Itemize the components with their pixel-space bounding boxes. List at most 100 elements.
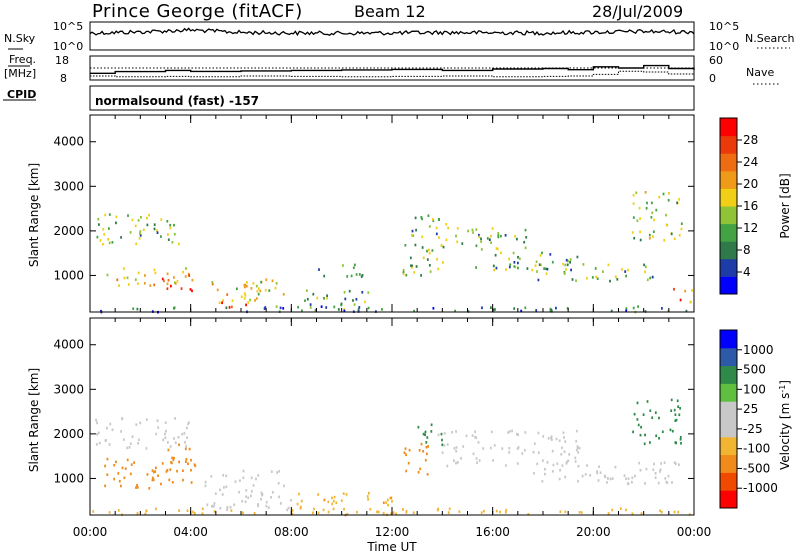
- range-cell: [418, 449, 421, 452]
- range-cell: [173, 306, 176, 309]
- range-cell: [584, 473, 587, 476]
- range-cell: [254, 299, 256, 302]
- colorbar-tick-label: 16: [743, 199, 758, 213]
- range-cell: [625, 307, 628, 310]
- range-cell: [577, 451, 580, 454]
- range-cell: [674, 413, 677, 416]
- range-cell: [173, 276, 175, 279]
- range-cell: [240, 295, 243, 299]
- range-cell: [279, 306, 282, 310]
- range-cell: [390, 512, 393, 515]
- range-cell: [570, 268, 572, 272]
- range-cell: [447, 511, 450, 514]
- range-cell: [138, 237, 141, 240]
- range-cell: [174, 417, 176, 420]
- range-cell: [142, 228, 145, 232]
- range-cell: [151, 476, 154, 480]
- range-cell: [204, 480, 207, 484]
- range-cell: [239, 479, 241, 482]
- range-cell: [176, 280, 179, 283]
- range-cell: [244, 285, 246, 289]
- range-cell: [432, 218, 434, 221]
- range-cell: [127, 214, 129, 217]
- range-cell: [456, 240, 459, 244]
- range-cell: [425, 441, 428, 444]
- range-cell: [135, 242, 138, 246]
- range-cell: [242, 511, 244, 515]
- range-cell: [651, 275, 654, 279]
- range-cell: [191, 278, 194, 282]
- power-y-axis: 1000 2000 3000 4000: [53, 135, 694, 282]
- range-cell: [456, 461, 459, 464]
- colorbar-tick-label: 4: [743, 265, 751, 279]
- range-cell: [625, 309, 628, 313]
- range-cell: [417, 425, 420, 429]
- range-cell: [542, 435, 545, 438]
- range-cell: [260, 497, 262, 501]
- range-cell: [489, 446, 492, 450]
- range-cell: [151, 469, 154, 472]
- range-cell: [508, 451, 511, 454]
- range-cell: [523, 240, 526, 244]
- range-cell: [358, 306, 361, 309]
- range-cell: [650, 201, 653, 205]
- range-cell: [413, 309, 415, 313]
- range-cell: [492, 459, 494, 462]
- range-cell: [458, 510, 461, 513]
- range-cell: [492, 264, 495, 268]
- range-cell: [231, 305, 233, 309]
- range-cell: [451, 431, 453, 434]
- nsky-label: N.Sky: [4, 32, 36, 45]
- range-cell: [98, 223, 100, 226]
- range-cell: [145, 418, 148, 421]
- range-cell: [511, 429, 513, 433]
- range-cell: [493, 268, 495, 272]
- range-cell: [242, 476, 245, 480]
- range-cell: [480, 240, 482, 243]
- range-cell: [131, 435, 134, 438]
- range-cell: [204, 484, 207, 488]
- range-cell: [455, 446, 458, 449]
- range-cell: [245, 489, 248, 492]
- range-cell: [547, 437, 550, 440]
- colorbar-segment: [720, 347, 737, 367]
- range-cell: [106, 457, 109, 461]
- range-cell: [441, 451, 444, 454]
- range-cell: [287, 506, 290, 510]
- range-cell: [496, 247, 499, 251]
- range-cell: [494, 253, 497, 257]
- velocity-y-axis: 1000 2000 3000 4000: [53, 338, 694, 485]
- cpid-panel: normalsound (fast) -157: [89, 85, 695, 111]
- range-cell: [642, 413, 645, 416]
- range-cell: [163, 279, 165, 283]
- range-cell: [178, 242, 180, 246]
- range-cell: [250, 476, 253, 480]
- range-cell: [350, 274, 353, 278]
- range-cell: [152, 470, 155, 474]
- range-cell: [661, 307, 663, 310]
- range-cell: [126, 276, 129, 280]
- range-cell: [332, 499, 335, 503]
- range-cell: [435, 232, 438, 236]
- range-cell: [95, 418, 97, 422]
- nsky-line: [89, 27, 695, 37]
- range-cell: [564, 263, 567, 267]
- colorbar-tick-label: 24: [743, 155, 758, 169]
- range-cell: [648, 233, 651, 237]
- range-cell: [151, 478, 154, 482]
- range-cell: [535, 260, 538, 264]
- range-cell: [495, 509, 498, 513]
- range-cell: [247, 301, 250, 304]
- range-cell: [155, 507, 157, 511]
- range-cell: [283, 484, 285, 488]
- range-cell: [382, 501, 385, 505]
- range-cell: [135, 486, 137, 489]
- range-cell: [550, 310, 553, 313]
- range-cell: [144, 274, 146, 277]
- range-cell: [606, 481, 608, 484]
- range-cell: [576, 255, 579, 259]
- range-cell: [243, 297, 246, 300]
- range-cell: [633, 236, 636, 240]
- range-cell: [210, 475, 213, 478]
- range-cell: [133, 461, 135, 464]
